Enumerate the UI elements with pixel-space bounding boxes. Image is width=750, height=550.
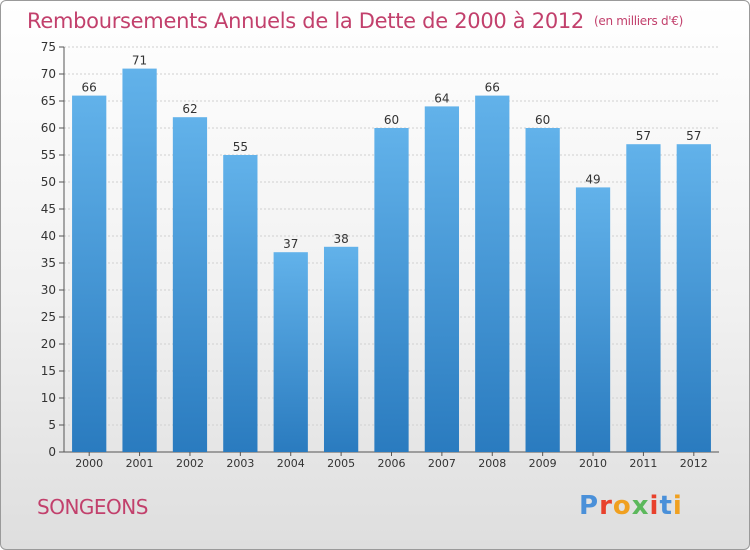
bar[interactable] <box>676 144 711 452</box>
y-tick-label: 55 <box>41 148 56 162</box>
x-tick-label: 2003 <box>226 457 254 470</box>
x-tick-label: 2001 <box>126 457 154 470</box>
y-tick-label: 25 <box>41 310 56 324</box>
bar[interactable] <box>525 128 560 452</box>
y-tick-label: 5 <box>48 418 56 432</box>
bar[interactable] <box>374 128 409 452</box>
x-tick-label: 2008 <box>478 457 506 470</box>
x-tick-label: 2006 <box>378 457 406 470</box>
y-tick-label: 35 <box>41 256 56 270</box>
proxiti-logo[interactable]: Proxiti <box>579 491 683 521</box>
y-tick-label: 60 <box>41 121 56 135</box>
bar-value-label: 49 <box>585 172 600 186</box>
logo-letter: i <box>649 491 660 521</box>
y-tick-label: 70 <box>41 67 56 81</box>
y-tick-label: 15 <box>41 364 56 378</box>
logo-letter: t <box>659 491 673 521</box>
bar-value-label: 60 <box>384 113 399 127</box>
logo-letter: o <box>612 491 632 521</box>
bar[interactable] <box>122 68 157 452</box>
x-tick-label: 2000 <box>75 457 103 470</box>
logo-letter: r <box>599 491 613 521</box>
bar-value-label: 55 <box>233 140 248 154</box>
bar-value-label: 66 <box>82 81 97 95</box>
bar[interactable] <box>626 144 661 452</box>
bar[interactable] <box>424 106 460 453</box>
bar-value-label: 57 <box>686 129 701 143</box>
bar-value-label: 71 <box>132 54 147 68</box>
y-tick-label: 30 <box>41 283 56 297</box>
commune-name: SONGEONS <box>37 495 148 519</box>
y-tick-label: 10 <box>41 391 56 405</box>
x-tick-label: 2002 <box>176 457 204 470</box>
x-tick-label: 2012 <box>680 457 708 470</box>
logo-letter: x <box>631 491 650 521</box>
bar[interactable] <box>273 252 308 452</box>
y-tick-label: 20 <box>41 337 56 351</box>
bar-value-label: 66 <box>485 81 500 95</box>
bar[interactable] <box>72 95 107 452</box>
bar-value-label: 57 <box>636 129 651 143</box>
x-tick-label: 2010 <box>579 457 607 470</box>
bar-value-label: 60 <box>535 113 550 127</box>
x-tick-label: 2009 <box>529 457 557 470</box>
bar-value-label: 64 <box>434 91 449 105</box>
x-tick-label: 2005 <box>327 457 355 470</box>
y-tick-label: 0 <box>48 445 56 459</box>
bar[interactable] <box>172 117 208 452</box>
bar-value-label: 37 <box>283 237 298 251</box>
logo-letter: P <box>579 491 600 521</box>
bar[interactable] <box>575 187 611 452</box>
y-tick-label: 40 <box>41 229 56 243</box>
bar-value-label: 38 <box>333 232 348 246</box>
y-tick-label: 50 <box>41 175 56 189</box>
x-tick-label: 2007 <box>428 457 456 470</box>
bar[interactable] <box>475 95 510 452</box>
bar[interactable] <box>223 155 258 452</box>
chart-unit-note: (en milliers d'€) <box>594 14 684 28</box>
bar[interactable] <box>323 246 359 452</box>
y-tick-label: 45 <box>41 202 56 216</box>
chart-title-text: Remboursements Annuels de la Dette de 20… <box>27 9 584 33</box>
logo-letter: i <box>672 491 683 521</box>
y-tick-label: 75 <box>41 40 56 54</box>
y-tick-label: 65 <box>41 94 56 108</box>
x-tick-label: 2004 <box>277 457 305 470</box>
bar-value-label: 62 <box>182 102 197 116</box>
chart-title: Remboursements Annuels de la Dette de 20… <box>27 9 683 33</box>
x-tick-label: 2011 <box>629 457 657 470</box>
